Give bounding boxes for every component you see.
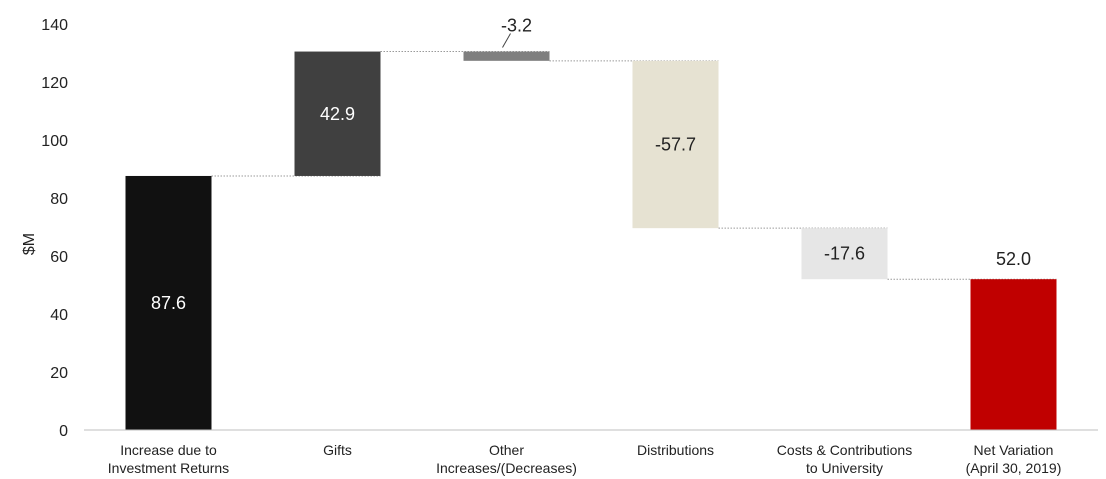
data-label: -3.2	[501, 16, 532, 36]
y-tick-label: 60	[50, 249, 68, 266]
x-tick-label: Distributions	[637, 442, 714, 458]
y-tick-label: 0	[59, 423, 68, 440]
y-axis-label: $M	[21, 233, 38, 255]
bar	[801, 228, 888, 280]
bar	[970, 279, 1057, 430]
bar	[294, 51, 381, 176]
bar	[632, 60, 719, 229]
data-labels: 87.6 42.9 -3.2 -57.7 -17.6 52.0	[151, 16, 1031, 313]
category-labels: Increase due to Investment Returns Gifts Ot…	[108, 442, 1062, 476]
y-tick-label: 140	[41, 17, 68, 34]
y-tick-label: 40	[50, 307, 68, 324]
x-tick-label: to University	[806, 460, 883, 476]
x-tick-label: Costs & Contributions	[777, 442, 912, 458]
x-tick-label: Gifts	[323, 442, 352, 458]
data-label: 52.0	[996, 249, 1031, 269]
data-label: -17.6	[824, 244, 865, 264]
y-tick-label: 100	[41, 133, 68, 150]
x-tick-label: (April 30, 2019)	[966, 460, 1062, 476]
x-tick-label: Increase due to	[120, 442, 217, 458]
y-tick-label: 80	[50, 191, 68, 208]
x-tick-label: Other	[489, 442, 524, 458]
leader-line	[502, 33, 511, 48]
y-axis-ticks: 0 20 40 60 80 100 120 140	[41, 17, 68, 440]
data-label: 42.9	[320, 104, 355, 124]
bars	[125, 51, 1057, 430]
data-label: -57.7	[655, 134, 696, 154]
x-tick-label: Investment Returns	[108, 460, 229, 476]
x-tick-label: Increases/(Decreases)	[436, 460, 577, 476]
x-tick-label: Net Variation	[974, 442, 1054, 458]
y-tick-label: 120	[41, 75, 68, 92]
y-tick-label: 20	[50, 365, 68, 382]
bar	[463, 51, 550, 61]
bar	[125, 175, 212, 430]
data-label: 87.6	[151, 293, 186, 313]
